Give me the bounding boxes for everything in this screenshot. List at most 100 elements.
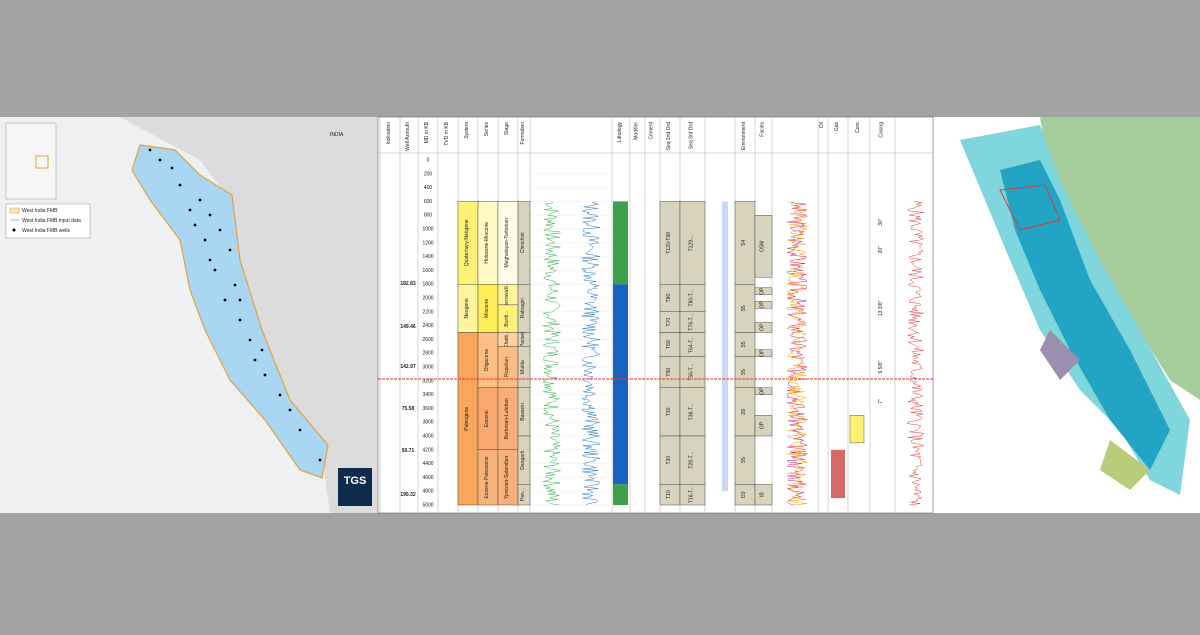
logo: TGS [344, 475, 367, 487]
interval [679, 435, 706, 485]
column-header: Oil [819, 122, 825, 128]
legend-swatch [12, 228, 16, 232]
interval-label: T64-T... [689, 336, 695, 353]
interval-label: T60 [666, 340, 672, 349]
depth-label: 0 [427, 158, 430, 164]
well [188, 208, 192, 212]
deep-basin [1000, 160, 1170, 470]
well [298, 428, 302, 432]
casing-label: 7" [878, 399, 884, 404]
highlight [999, 184, 1061, 231]
interval-label: Bartonian-Lutetian [504, 398, 510, 439]
interval-label: T20 [666, 456, 672, 465]
interval [679, 201, 706, 285]
interval [679, 387, 706, 437]
interval-label: Chinchini [520, 233, 526, 254]
interval-label: T129-... [689, 234, 695, 251]
well [208, 258, 212, 262]
logo-box [338, 468, 372, 506]
depth-label: 4200 [422, 447, 433, 453]
column-header: Stage [504, 122, 510, 135]
interval-label: IB [760, 492, 766, 497]
column-header: Cement [649, 121, 655, 139]
azimuth-value: 50.71 [402, 448, 415, 454]
depth-label: 2200 [422, 309, 433, 315]
lithology [613, 201, 628, 285]
well [193, 223, 197, 227]
depth-label: 3200 [422, 378, 433, 384]
well [233, 283, 237, 287]
well [223, 298, 227, 302]
column-header: Facies [760, 122, 766, 137]
interval-label: Eocene-Paleocene [484, 456, 490, 498]
depth-label: 1200 [422, 240, 433, 246]
interval-label: T10 [666, 490, 672, 499]
interval-label: T38-T... [689, 403, 695, 420]
column-header: Formation [520, 122, 526, 145]
log-curve [541, 201, 561, 506]
interval-label: Paleogene [464, 407, 470, 431]
legend-label: West India FMB input data [22, 218, 81, 224]
well [278, 393, 282, 397]
well [248, 338, 252, 342]
well [218, 228, 222, 232]
log-curve [785, 201, 808, 506]
column-header: TVD m KB [444, 121, 450, 145]
interval-label: Meghalayan-Tortonian [504, 218, 510, 268]
interval-label: T30 [666, 407, 672, 416]
interval-label: OP [760, 323, 766, 331]
azimuth-value: 182.83 [400, 281, 416, 287]
interval-label: T50 [666, 368, 672, 377]
interval [754, 415, 773, 437]
interval-label: Oligocene [484, 349, 490, 372]
land [1040, 117, 1200, 400]
well [238, 298, 242, 302]
interval-label: OSM [760, 241, 766, 252]
well [170, 166, 174, 170]
depth-label: 4400 [422, 461, 433, 467]
interval-label: S5 [741, 457, 747, 463]
interval-label: T80 [666, 293, 672, 302]
interval-label: Ypresian-Selandian [504, 456, 510, 499]
depth-label: 800 [424, 213, 433, 219]
depth-label: 400 [424, 185, 433, 191]
country-label: INDIA [330, 132, 344, 138]
interval-label: Dangarh [520, 450, 526, 469]
interval-label: Chatti... [504, 331, 510, 348]
interval-label: S5 [741, 341, 747, 347]
azimuth-value: 142.97 [400, 364, 416, 370]
depth-label: 4600 [422, 475, 433, 481]
interval-label: T56-T... [689, 364, 695, 381]
interval [754, 321, 773, 333]
column-header: Modifier [634, 122, 640, 140]
depth-label: 1400 [422, 254, 433, 260]
interval-label: OP [760, 387, 766, 395]
legend [5, 203, 91, 239]
depth-label: 1800 [422, 282, 433, 288]
interval-label: T80-T... [689, 290, 695, 307]
interval-label: S4 [741, 240, 747, 246]
column-header: Inclination [386, 122, 392, 145]
azimuth-value: 75.58 [402, 406, 415, 412]
legend-label: West India FMB [22, 208, 58, 214]
depth-label: 3400 [422, 392, 433, 398]
casing-label: 20" [878, 246, 884, 254]
interval-label: Serravalli... [504, 282, 510, 307]
interval-label: Rupelian [504, 357, 510, 377]
interval-label: Burdi... [504, 311, 510, 327]
interval-label: T16-T... [689, 486, 695, 503]
column-header: MD m KB [424, 121, 430, 143]
log-curve [906, 201, 925, 506]
left-map: INDIA West India FMB West India FMB inpu… [0, 117, 378, 513]
well [198, 198, 202, 202]
interval [754, 349, 773, 357]
interval [754, 287, 773, 295]
interval-label: Panvel [520, 332, 526, 347]
log-curve [786, 201, 808, 506]
depth-label: 200 [424, 171, 433, 177]
log-curve [581, 201, 601, 506]
interval-label: T78-T... [689, 314, 695, 331]
interval-label: T28-T... [689, 452, 695, 469]
depth-label: 2000 [422, 296, 433, 302]
